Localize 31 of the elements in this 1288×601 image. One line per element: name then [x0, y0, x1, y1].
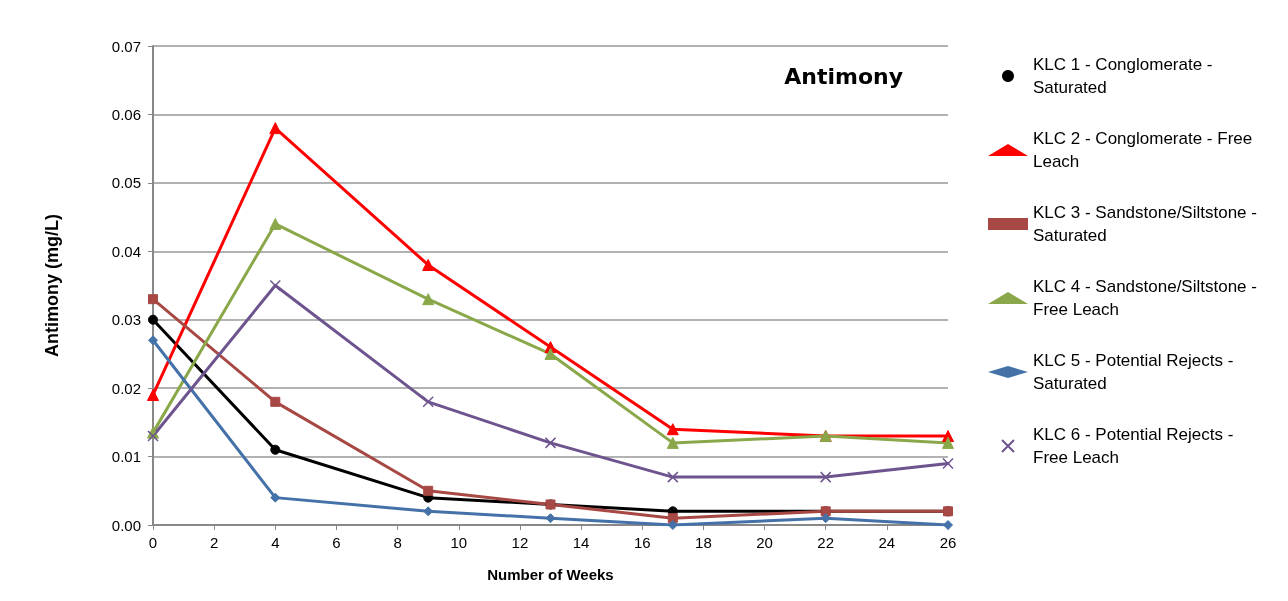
y-tick-label: 0.07 [111, 37, 141, 55]
x-tick-label: 22 [817, 534, 835, 551]
x-tick-label: 26 [939, 534, 957, 551]
y-tick-label: 0.03 [111, 311, 141, 329]
x-tick-label: 16 [633, 534, 651, 551]
y-tick-label: 0.00 [111, 516, 141, 534]
legend-label: KLC 5 - Potential Rejects - Saturated [1033, 351, 1239, 393]
text: Antimony [784, 63, 904, 89]
y-tick-label: 0.02 [111, 379, 141, 397]
y-tick-label: 0.01 [111, 448, 141, 466]
x-tick-label: 14 [572, 534, 590, 551]
y-tick-label: 0.06 [111, 105, 141, 123]
x-tick-label: 8 [393, 534, 402, 551]
legend-label: KLC 3 - Sandstone/Siltstone - Saturated [1033, 203, 1262, 245]
legend-label: KLC 4 - Sandstone/Siltstone - Free Leach [1033, 277, 1262, 319]
x-axis-title: Number of Weeks [487, 566, 614, 583]
x-tick-label: 20 [756, 534, 773, 551]
y-tick-label: 0.04 [111, 242, 141, 260]
x-tick-label: 18 [695, 534, 712, 551]
x-tick-label: 10 [450, 534, 468, 551]
y-axis-title: Antimony (mg/L) [42, 214, 62, 357]
x-tick-label: 4 [271, 534, 280, 551]
legend-label: KLC 1 - Conglomerate - Saturated [1033, 55, 1218, 97]
x-tick-label: 2 [209, 534, 219, 551]
legend-label: KLC 6 - Potential Rejects - Free Leach [1033, 425, 1239, 467]
x-tick-label: 24 [878, 534, 896, 551]
legend-label: KLC 2 - Conglomerate - Free Leach [1033, 129, 1257, 171]
y-tick-label: 0.05 [111, 174, 141, 192]
x-tick-label: 12 [511, 534, 529, 551]
x-tick-label: 6 [332, 534, 341, 551]
x-tick-label: 0 [148, 534, 158, 551]
